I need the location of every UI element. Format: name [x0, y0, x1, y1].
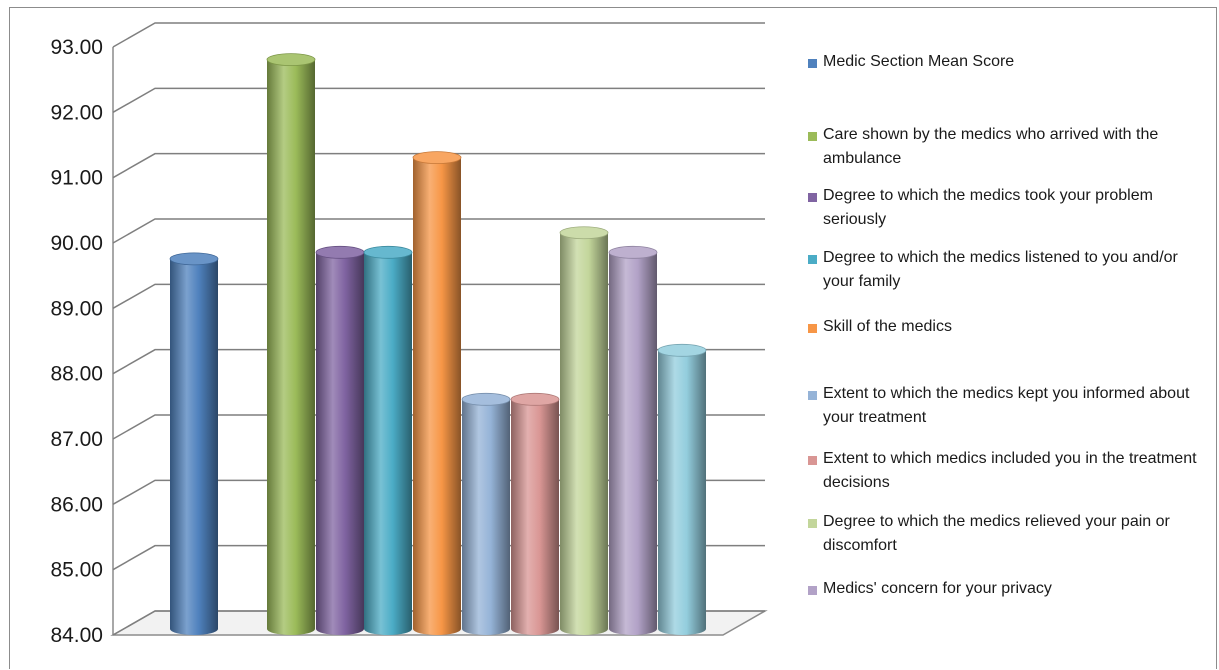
- bar-top: [266, 53, 316, 66]
- gridline: [112, 218, 765, 244]
- bar-body: [609, 252, 657, 636]
- y-tick-label: 87.00: [50, 428, 103, 451]
- legend-label: Skill of the medics: [823, 318, 952, 335]
- bar-top: [608, 245, 658, 259]
- bar-body: [364, 252, 412, 636]
- bar: [315, 245, 365, 636]
- bar-body: [658, 350, 706, 635]
- y-tick-label: 91.00: [50, 167, 103, 190]
- bar: [461, 392, 511, 635]
- bar: [559, 226, 609, 635]
- y-tick-label: 92.00: [50, 101, 103, 124]
- bar: [412, 151, 462, 635]
- bars: [169, 53, 707, 636]
- y-tick-label: 86.00: [50, 493, 103, 516]
- bar-body: [560, 232, 608, 635]
- bar-top: [315, 245, 365, 259]
- legend-label: Care shown by the medics who arrived wit…: [823, 126, 1159, 167]
- bar-body: [170, 258, 218, 635]
- bar-body: [462, 399, 510, 635]
- legend-swatch: [808, 193, 817, 202]
- gridline: [112, 152, 765, 179]
- legend-label: Degree to which the medics took your pro…: [823, 187, 1153, 228]
- chart-frame: [9, 7, 1217, 669]
- y-tick-label: 90.00: [50, 232, 103, 255]
- bar-top: [412, 151, 462, 165]
- y-tick-label: 88.00: [50, 363, 103, 386]
- legend-label: Degree to which the medics relieved your…: [823, 513, 1170, 554]
- legend-label: Extent to which the medics kept you info…: [823, 385, 1190, 426]
- legend-swatch: [808, 586, 817, 595]
- legend-label: Degree to which the medics listened to y…: [823, 249, 1178, 290]
- legend-swatch: [808, 324, 817, 333]
- bar: [363, 245, 413, 636]
- legend-swatch: [808, 59, 817, 68]
- bar-body: [511, 399, 559, 635]
- bar-body: [316, 252, 364, 636]
- legend-label: Extent to which medics included you in t…: [823, 450, 1197, 491]
- bar-body: [267, 59, 315, 636]
- bar: [266, 53, 316, 636]
- bar-top: [363, 245, 413, 259]
- bar-top: [461, 392, 511, 406]
- bar-body: [413, 157, 461, 635]
- legend-label: Medics' concern for your privacy: [823, 580, 1052, 597]
- gridline: [112, 22, 765, 48]
- bar-top: [510, 392, 560, 406]
- legend-swatch: [808, 391, 817, 400]
- y-tick-label: 93.00: [50, 36, 103, 59]
- y-axis-ticks: 84.00 85.00 86.00 87.00 88.00 89.00 90.00 91.00…: [50, 36, 103, 647]
- gridline: [112, 87, 765, 113]
- bar-top: [169, 252, 219, 266]
- legend-swatch: [808, 255, 817, 264]
- y-tick-label: 85.00: [50, 559, 103, 582]
- legend-swatch: [808, 456, 817, 465]
- bar: [657, 343, 707, 635]
- bar-top: [559, 226, 609, 240]
- y-tick-label: 89.00: [50, 297, 103, 320]
- bar-top: [657, 343, 707, 357]
- legend-swatch: [808, 132, 817, 141]
- legend-label: Medic Section Mean Score: [823, 53, 1015, 70]
- bar: [608, 245, 658, 636]
- legend-swatch: [808, 519, 817, 528]
- bar: [510, 392, 560, 635]
- bar: [169, 252, 219, 635]
- y-tick-label: 84.00: [50, 624, 103, 647]
